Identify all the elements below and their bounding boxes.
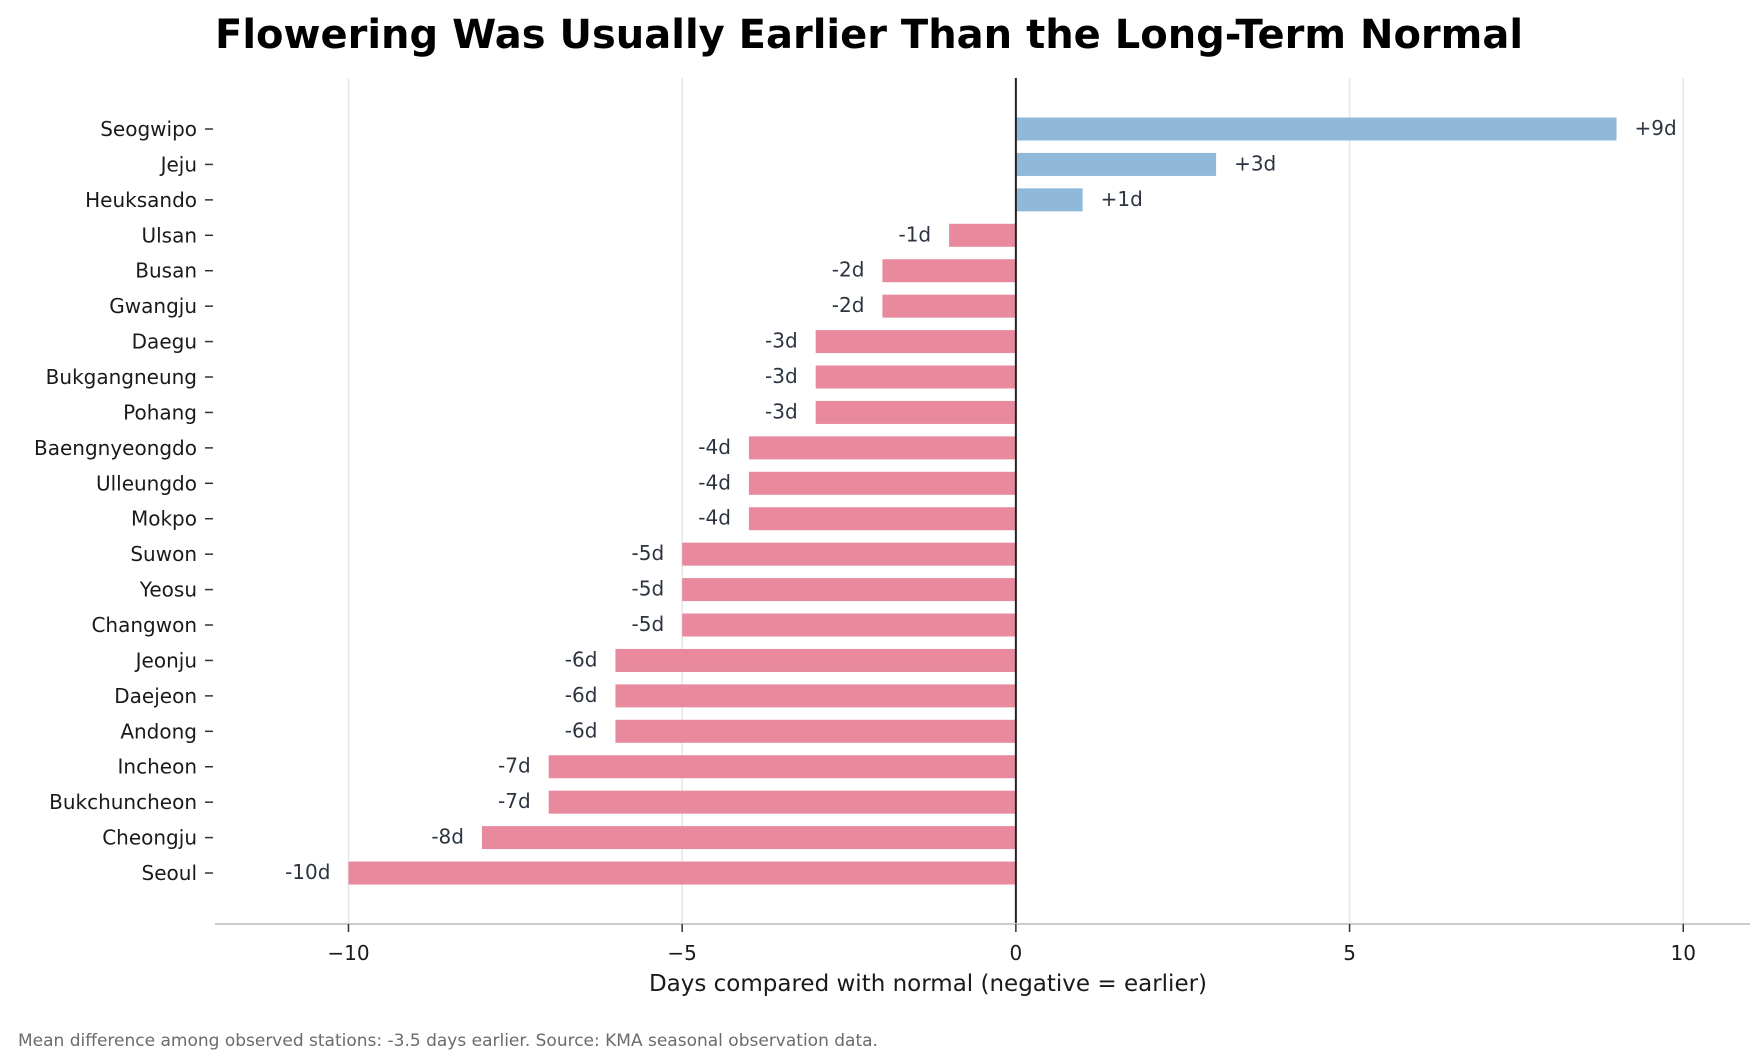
bar	[682, 613, 1016, 637]
data-label: -4d	[698, 506, 731, 530]
data-label: -1d	[898, 222, 931, 246]
category-label: Pohang	[123, 400, 197, 424]
x-axis: −10 −5 0 5 10	[215, 923, 1750, 965]
category-label: Jeju	[159, 152, 197, 176]
bars	[348, 117, 1617, 885]
data-label: -5d	[632, 612, 665, 636]
category-labels: Seogwipo Jeju Heuksando Ulsan Busan Gwangju Da…	[34, 117, 213, 885]
data-label: -2d	[832, 258, 865, 282]
footnote: Mean difference among observed stations:…	[18, 1031, 878, 1051]
bar	[815, 330, 1016, 354]
data-label: -6d	[565, 683, 598, 707]
category-label: Daejeon	[114, 684, 197, 708]
data-label: +9d	[1635, 116, 1677, 140]
x-axis-label: Days compared with normal (negative = ea…	[649, 971, 1207, 997]
data-label: -4d	[698, 470, 731, 494]
data-label: -2d	[832, 293, 865, 317]
bar	[815, 365, 1016, 389]
bar	[348, 861, 1016, 885]
data-label: -6d	[565, 718, 598, 742]
category-label: Busan	[135, 259, 197, 283]
data-label: -7d	[498, 754, 531, 778]
bar	[949, 223, 1016, 247]
x-tick-label: 10	[1671, 941, 1696, 965]
data-label: -6d	[565, 647, 598, 671]
category-label: Andong	[120, 719, 197, 743]
data-label: +1d	[1101, 187, 1143, 211]
category-label: Heuksando	[85, 188, 197, 212]
category-label: Gwangju	[109, 294, 197, 318]
bar	[748, 471, 1016, 495]
category-label: Seoul	[142, 861, 197, 885]
bar	[748, 436, 1016, 460]
data-label: -7d	[498, 789, 531, 813]
data-label: -5d	[632, 577, 665, 601]
bar	[615, 719, 1016, 743]
data-label: -3d	[765, 399, 798, 423]
data-label: -5d	[632, 541, 665, 565]
bar	[748, 507, 1016, 531]
x-tick-label: −5	[667, 941, 696, 965]
x-tick-label: −10	[327, 941, 369, 965]
bar	[1015, 117, 1617, 141]
data-label: -3d	[765, 329, 798, 353]
category-label: Cheongju	[102, 826, 197, 850]
data-label: -10d	[285, 860, 330, 884]
chart-title: Flowering Was Usually Earlier Than the L…	[215, 12, 1523, 58]
data-label: -8d	[431, 825, 464, 849]
bar	[815, 400, 1016, 424]
bar	[882, 259, 1016, 283]
bar	[615, 648, 1016, 672]
category-label: Ulleungdo	[96, 471, 197, 495]
bar	[882, 294, 1016, 318]
x-tick-label: 5	[1343, 941, 1356, 965]
bar	[548, 755, 1016, 779]
category-label: Mokpo	[131, 507, 197, 531]
category-label: Bukgangneung	[46, 365, 197, 389]
category-label: Ulsan	[141, 223, 197, 247]
bar	[615, 684, 1016, 708]
bar	[548, 790, 1016, 814]
data-label: -4d	[698, 435, 731, 459]
data-label: +3d	[1234, 151, 1276, 175]
category-label: Yeosu	[139, 578, 197, 602]
category-label: Baengnyeongdo	[34, 436, 197, 460]
category-label: Seogwipo	[100, 117, 197, 141]
category-label: Suwon	[130, 542, 197, 566]
data-labels: +9d +3d +1d -1d -2d -2d -3d -3d -3d -4d -4d -4d -5d -…	[285, 116, 1677, 884]
bar	[1015, 152, 1217, 176]
bar	[682, 542, 1016, 566]
category-label: Daegu	[132, 330, 197, 354]
category-label: Changwon	[91, 613, 197, 637]
bar	[1015, 188, 1083, 212]
data-label: -3d	[765, 364, 798, 388]
category-label: Bukchuncheon	[49, 790, 197, 814]
category-label: Incheon	[118, 755, 197, 779]
x-tick-label: 0	[1010, 941, 1023, 965]
bar	[682, 578, 1016, 602]
bar	[481, 826, 1016, 850]
grid-lines	[347, 78, 1685, 924]
category-label: Jeonju	[134, 648, 197, 672]
